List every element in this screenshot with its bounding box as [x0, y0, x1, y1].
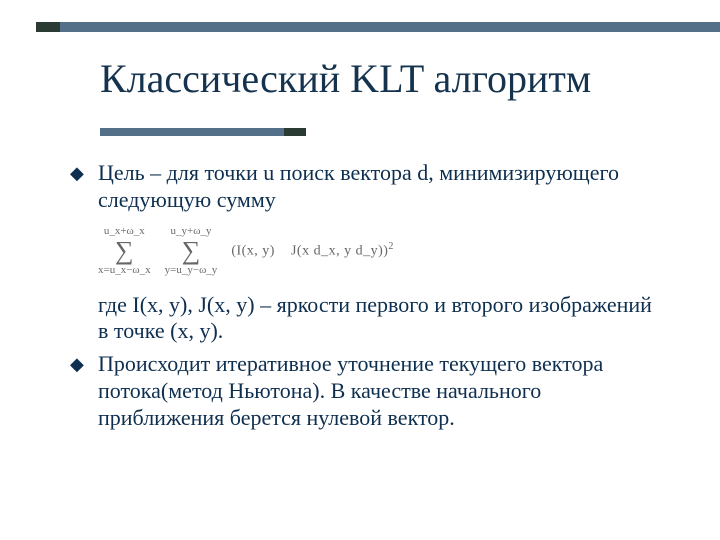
slide-title: Классический KLT алгоритм: [100, 58, 680, 100]
sigma-2: u_y+ω_y ∑ y=u_y−ω_y: [165, 226, 218, 276]
sigma-1-lower: x=u_x−ω_x: [98, 265, 151, 276]
formula-exp: 2: [388, 241, 394, 252]
bullet-icon: ◆: [70, 160, 98, 186]
formula-left: (I(x, y): [231, 244, 275, 259]
bullet-2-text: Происходит итеративное уточнение текущег…: [98, 351, 660, 431]
title-underline: [100, 128, 290, 136]
sigma-2-upper: u_y+ω_y: [171, 226, 212, 237]
bullet-icon: ◆: [70, 351, 98, 377]
formula: u_x+ω_x ∑ x=u_x−ω_x u_y+ω_y ∑ y=u_y−ω_y …: [98, 226, 660, 276]
bullet-1-text: Цель – для точки u поиск вектора d, мини…: [98, 160, 660, 214]
formula-body: (I(x, y) J(x d_x, y d_y))2: [231, 242, 394, 259]
formula-right: J(x d_x, y d_y)): [291, 244, 388, 259]
content-area: ◆ Цель – для точки u поиск вектора d, ми…: [70, 160, 660, 436]
sigma-2-lower: y=u_y−ω_y: [165, 265, 218, 276]
title-underline-dark: [284, 128, 306, 136]
bullet-1: ◆ Цель – для точки u поиск вектора d, ми…: [70, 160, 660, 214]
top-accent-bar: [60, 22, 720, 32]
slide: Классический KLT алгоритм ◆ Цель – для т…: [0, 0, 720, 540]
sigma-1: u_x+ω_x ∑ x=u_x−ω_x: [98, 226, 151, 276]
bullet-1-continuation: где I(x, y), J(x, y) – яркости первого и…: [98, 292, 660, 346]
sigma-1-upper: u_x+ω_x: [104, 226, 145, 237]
bullet-2: ◆ Происходит итеративное уточнение текущ…: [70, 351, 660, 431]
